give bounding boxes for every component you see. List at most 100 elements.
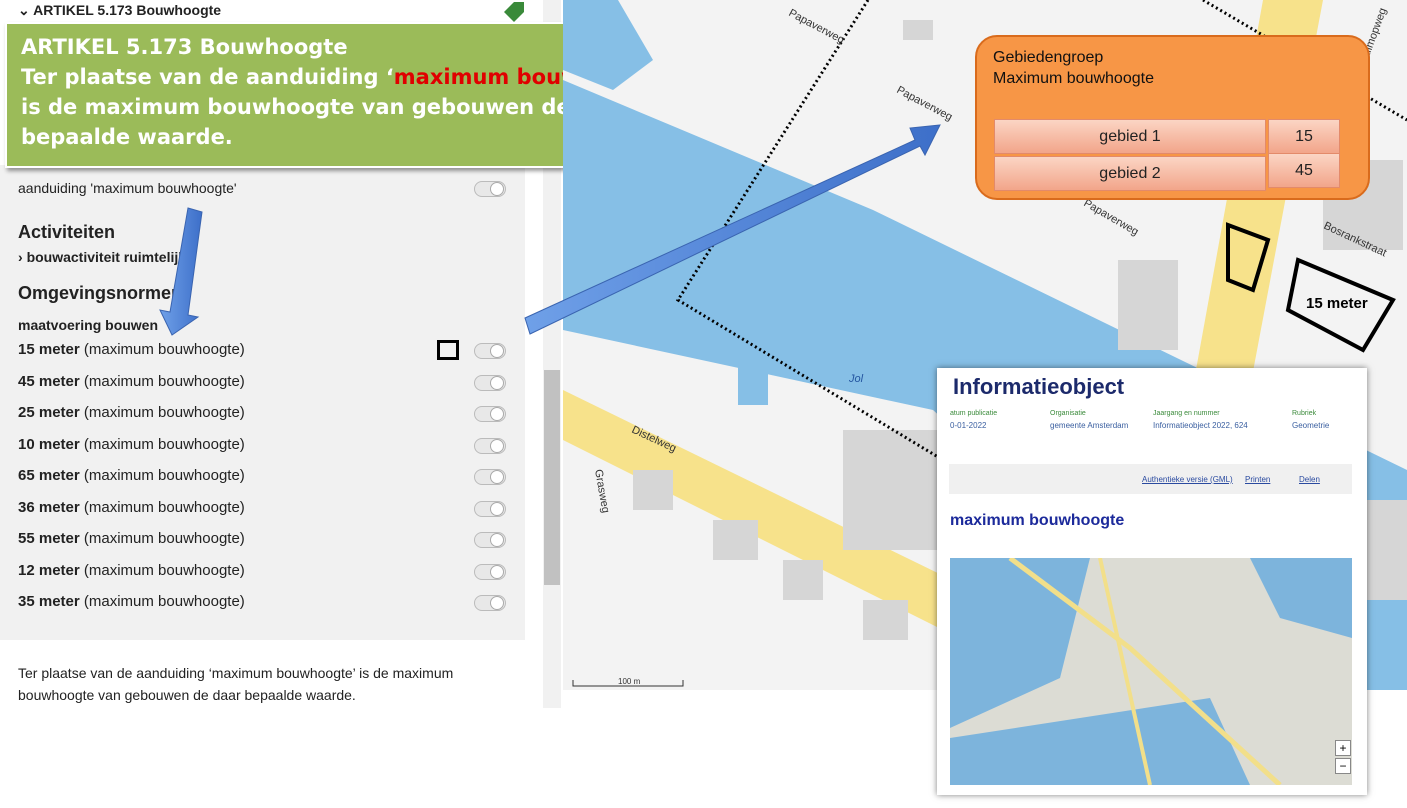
chevron: ⌄ bbox=[18, 2, 34, 18]
meta-value: gemeente Amsterdam bbox=[1050, 421, 1129, 430]
polyline-shape bbox=[1008, 558, 1282, 785]
legend-subtitle: Maximum bouwhoogte bbox=[993, 70, 1154, 87]
description: Ter plaatse van de aanduiding ‘maximum b… bbox=[18, 665, 454, 703]
rect-shape bbox=[863, 600, 908, 640]
scale-label: 100 m bbox=[618, 677, 641, 686]
norms-subheading: maatvoering bouwen bbox=[18, 317, 159, 333]
toggle[interactable] bbox=[474, 374, 506, 391]
header-title: ARTIKEL 5.173 Bouwhoogte bbox=[33, 2, 222, 18]
action-link[interactable]: Authentieke versie (GML) bbox=[1142, 475, 1233, 484]
meta-label: atum publicatie bbox=[950, 410, 998, 417]
section-header[interactable]: ⌄ ARTIKEL 5.173 Bouwhoogte bbox=[18, 2, 221, 19]
polygon-shape bbox=[1226, 222, 1271, 293]
norm-value: 35 meter bbox=[18, 593, 80, 610]
polyline-shape bbox=[1098, 558, 1152, 785]
rect-shape bbox=[713, 520, 758, 560]
norm-label: (maximum bouwhoogte) bbox=[83, 498, 245, 516]
norm-value: 12 meter bbox=[18, 561, 80, 579]
norm-label: (maximum bouwhoogte) bbox=[83, 435, 245, 453]
action-link[interactable]: Delen bbox=[1299, 475, 1320, 484]
meta-value: 0-01-2022 bbox=[950, 421, 987, 430]
norm-label: (maximum bouwhoogte) bbox=[83, 372, 245, 390]
toggle[interactable] bbox=[474, 437, 506, 454]
toggle[interactable] bbox=[474, 181, 506, 197]
legend-value: 15 bbox=[1268, 119, 1340, 154]
info-panel: Informatieobject atum publicatie 0-01-202… bbox=[937, 368, 1367, 795]
polygon-shape bbox=[563, 0, 653, 90]
norm-row: 35 meter (maximum bouwhoogte) bbox=[18, 593, 245, 610]
callout-text: ’ is de maximum bouwhoogte van gebouwen … bbox=[21, 65, 672, 149]
norm-row: 65 meter (maximum bouwhoogte) bbox=[18, 467, 245, 484]
legend-area: gebied 1 bbox=[994, 119, 1266, 154]
toolbar bbox=[949, 464, 1352, 494]
path-shape bbox=[504, 2, 524, 22]
toggle[interactable] bbox=[474, 532, 506, 548]
rect-shape bbox=[623, 290, 668, 330]
meta-value: Geometrie bbox=[1292, 421, 1330, 430]
rect-shape bbox=[783, 560, 823, 600]
activities-heading: Activiteiten bbox=[18, 222, 116, 242]
norms-heading: Omgevingsnormen bbox=[18, 283, 183, 303]
legend-box: Gebiedengroep Maximum bouwhoogte gebied … bbox=[975, 35, 1370, 200]
norm-label: (maximum bouwhoogte) bbox=[83, 467, 245, 484]
toggle[interactable] bbox=[474, 563, 506, 580]
rect-shape bbox=[633, 470, 673, 510]
polygon-shape bbox=[950, 698, 1250, 785]
activity: bouwactiviteit ruimtelijk bbox=[26, 249, 187, 265]
chevron: › bbox=[18, 249, 27, 265]
norm-label: (maximum bouwhoogte) bbox=[83, 561, 245, 579]
norm-row: 55 meter (maximum bouwhoogte) bbox=[18, 530, 245, 547]
zoom-in[interactable]: + bbox=[1335, 740, 1351, 756]
info-heading: maximum bouwhoogte bbox=[950, 512, 1125, 529]
norm-row: 12 meter (maximum bouwhoogte) bbox=[18, 562, 245, 579]
polyline-shape bbox=[572, 680, 684, 687]
toggle[interactable] bbox=[474, 500, 506, 517]
meta-value: Informatieobject 2022, 624 bbox=[1153, 421, 1248, 430]
norm-value: 25 meter bbox=[18, 404, 80, 421]
norm-value: 10 meter bbox=[18, 435, 80, 453]
toggle[interactable] bbox=[474, 595, 506, 611]
norm-value: 55 meter bbox=[18, 530, 80, 547]
norm-row: 36 meter (maximum bouwhoogte) bbox=[18, 499, 245, 516]
callout-title: ARTIKEL 5.173 Bouwhoogte bbox=[21, 35, 348, 59]
polygon-shape bbox=[1250, 558, 1352, 638]
norm-row: 15 meter (maximum bouwhoogte) bbox=[18, 341, 245, 358]
norm-value: 65 meter bbox=[18, 467, 80, 484]
norm-value: 45 meter bbox=[18, 372, 80, 390]
polygon-shape bbox=[950, 558, 1090, 728]
tag-icon bbox=[504, 2, 524, 22]
meta-label: Organisatie bbox=[1050, 410, 1086, 417]
norm-row: 25 meter (maximum bouwhoogte) bbox=[18, 404, 245, 421]
meta-label: Jaargang en nummer bbox=[1153, 410, 1220, 417]
action-link[interactable]: Printen bbox=[1245, 475, 1271, 484]
norm-label: (maximum bouwhoogte) bbox=[83, 404, 245, 421]
rect-shape bbox=[738, 360, 768, 405]
toggle[interactable] bbox=[474, 469, 506, 485]
toggle-label: aanduiding 'maximum bouwhoogte' bbox=[18, 180, 237, 196]
scroll-thumb[interactable] bbox=[544, 370, 560, 585]
polygon-shape bbox=[563, 390, 1023, 640]
toggle[interactable] bbox=[474, 406, 506, 422]
rect-shape bbox=[903, 20, 933, 40]
mini-map[interactable] bbox=[950, 558, 1352, 785]
rect-shape bbox=[843, 430, 953, 550]
norm-value: 36 meter bbox=[18, 498, 80, 516]
activity-item[interactable]: › bouwactiviteit ruimtelijk bbox=[18, 249, 186, 265]
norm-label: (maximum bouwhoogte) bbox=[83, 593, 245, 610]
side-panel: aanduiding 'maximum bouwhoogte' Activite… bbox=[0, 165, 525, 640]
water-label: Jol bbox=[848, 373, 864, 385]
norm-label: (maximum bouwhoogte) bbox=[83, 341, 245, 358]
norm-row: 45 meter (maximum bouwhoogte) bbox=[18, 373, 245, 390]
legend-title: Gebiedengroep bbox=[993, 49, 1104, 66]
norm-value: 15 meter bbox=[18, 341, 80, 358]
meta-label: Rubriek bbox=[1292, 410, 1317, 417]
highlight-box bbox=[437, 340, 459, 360]
zoom-out[interactable]: − bbox=[1335, 758, 1351, 774]
rect-shape bbox=[1118, 260, 1178, 350]
area-label: 15 meter bbox=[1306, 295, 1368, 312]
legend-value: 45 bbox=[1268, 153, 1340, 188]
norm-row: 10 meter (maximum bouwhoogte) bbox=[18, 436, 245, 453]
toggle[interactable] bbox=[474, 343, 506, 359]
